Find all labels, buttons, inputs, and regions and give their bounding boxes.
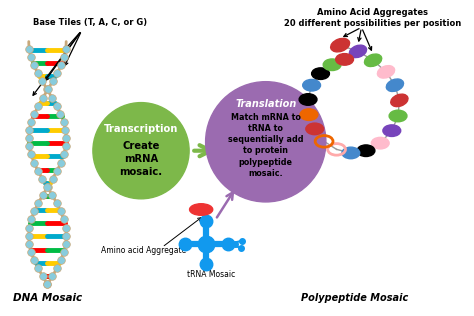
Ellipse shape (342, 147, 360, 159)
Ellipse shape (386, 79, 403, 91)
Ellipse shape (377, 66, 395, 78)
Circle shape (206, 82, 326, 202)
Ellipse shape (306, 123, 324, 135)
Ellipse shape (371, 137, 389, 149)
Ellipse shape (389, 110, 407, 122)
Text: Amino acid Aggregate: Amino acid Aggregate (100, 246, 186, 255)
Ellipse shape (300, 109, 318, 120)
Ellipse shape (331, 38, 350, 52)
Text: Translation: Translation (235, 99, 296, 109)
Ellipse shape (349, 45, 366, 58)
Text: Base Tiles (T, A, C, or G): Base Tiles (T, A, C, or G) (33, 18, 147, 27)
Ellipse shape (391, 94, 408, 106)
Text: Create
mRNA
mosaic.: Create mRNA mosaic. (119, 141, 163, 177)
Ellipse shape (311, 68, 329, 79)
Ellipse shape (299, 94, 317, 105)
Ellipse shape (357, 145, 375, 156)
Text: Transcription: Transcription (104, 124, 178, 134)
Text: tRNA Mosaic: tRNA Mosaic (187, 270, 235, 279)
Text: Amino Acid Aggregates
20 different possibilities per position: Amino Acid Aggregates 20 different possi… (284, 8, 461, 28)
Ellipse shape (336, 54, 354, 65)
Text: Match mRNA to
tRNA to
sequentially add
to protein
polypeptide
mosaic.: Match mRNA to tRNA to sequentially add t… (228, 113, 303, 178)
Ellipse shape (190, 204, 213, 215)
Ellipse shape (323, 59, 341, 70)
Ellipse shape (365, 54, 382, 67)
Text: Polypeptide Mosaic: Polypeptide Mosaic (301, 293, 409, 303)
Circle shape (93, 103, 189, 199)
Text: DNA Mosaic: DNA Mosaic (13, 293, 82, 303)
Ellipse shape (303, 79, 320, 91)
Ellipse shape (383, 125, 401, 137)
